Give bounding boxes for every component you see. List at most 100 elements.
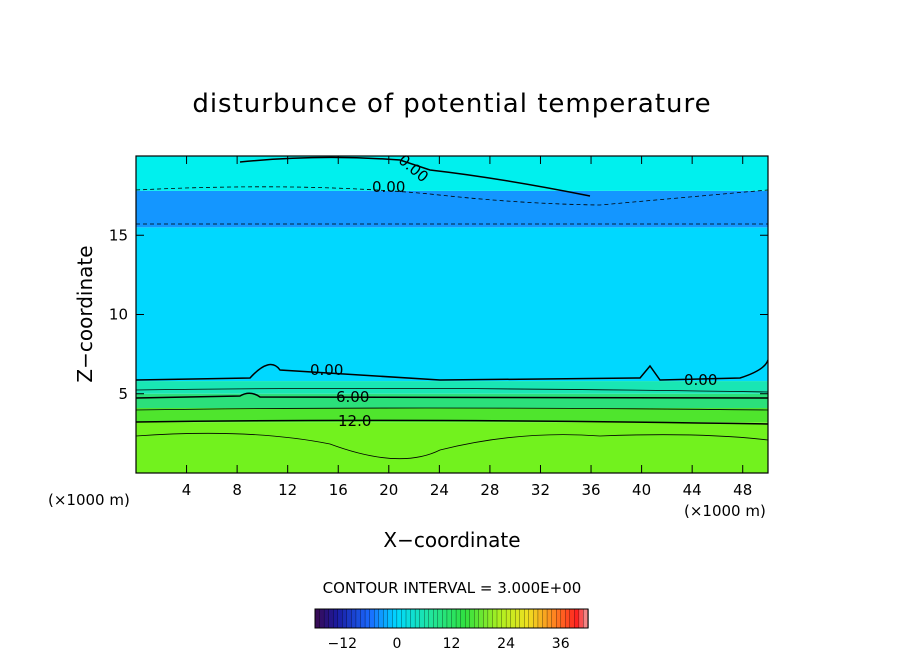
colorbar-cell — [337, 608, 343, 629]
contour-label: 6.00 — [336, 388, 369, 406]
colorbar-frame — [314, 608, 589, 629]
x-tick-label: 36 — [581, 481, 600, 499]
x-tick-label: 40 — [632, 481, 651, 499]
colorbar-tick-label: −12 — [328, 636, 358, 652]
contour-line-zero-lower — [136, 359, 768, 381]
colorbar-cell — [405, 608, 412, 629]
x-tick-label: 16 — [329, 481, 348, 499]
x-tick-label: 24 — [430, 481, 449, 499]
contour-lines — [136, 156, 768, 460]
colorbar-cell — [373, 608, 380, 629]
field-band — [136, 227, 768, 382]
colorbar-cell — [505, 608, 512, 629]
colorbar-cell — [383, 608, 389, 629]
contour-label: 0.00 — [310, 361, 343, 379]
colorbar-cell — [519, 608, 525, 629]
colorbar-cell — [342, 608, 348, 629]
contour-line-top — [239, 156, 591, 197]
colorbar-cell — [537, 608, 544, 629]
colorbar-cell — [496, 608, 503, 629]
colorbar-cell — [364, 608, 371, 629]
colorbar-cell — [360, 608, 366, 629]
contour-line-6 — [136, 392, 768, 399]
colorbar-cell — [410, 608, 416, 629]
contour-line-15 — [136, 432, 768, 460]
colorbar-cell — [487, 608, 494, 629]
colorbar-cell — [333, 608, 339, 629]
colorbar-cell — [392, 608, 398, 629]
colorbar-cell — [401, 608, 407, 629]
contour-line-top-dashed — [136, 186, 768, 206]
y-axis-label: Z−coordinate — [73, 245, 97, 382]
x-unit-right: (×1000 m) — [684, 502, 766, 520]
contour-label: 0.00 — [684, 371, 717, 389]
colorbar-cell — [314, 608, 321, 629]
colorbar-cell — [469, 608, 475, 629]
field-band — [136, 422, 768, 473]
colorbar-cell — [455, 608, 462, 629]
x-axis-label: X−coordinate — [383, 528, 520, 552]
colorbar-cell — [428, 608, 434, 629]
colorbar-cell — [474, 608, 480, 629]
colorbar-cell — [351, 608, 357, 629]
colorbar-cell — [510, 608, 516, 629]
colorbar-tick-label: 12 — [443, 636, 461, 652]
colorbar-cell — [501, 608, 507, 629]
colorbar-cell — [419, 608, 425, 629]
colorbar-cell — [546, 608, 553, 629]
field-band — [136, 381, 768, 394]
colorbar — [314, 608, 589, 629]
colorbar-cell — [451, 608, 457, 629]
colorbar-cell — [478, 608, 484, 629]
colorbar-cell — [533, 608, 539, 629]
colorbar-cell — [515, 608, 521, 629]
colorbar-cell — [433, 608, 439, 629]
x-tick-label: 12 — [278, 481, 297, 499]
colorbar-tick-label: 24 — [497, 636, 515, 652]
x-tick-label: 4 — [182, 481, 192, 499]
colorbar-cell — [378, 608, 384, 629]
colorbar-cell — [369, 608, 375, 629]
colorbar-cell — [492, 608, 498, 629]
colorbar-cell — [437, 608, 444, 629]
y-axis: 5 10 15 — [109, 226, 768, 403]
y-tick-label: 15 — [109, 226, 128, 244]
colorbar-cell — [424, 608, 430, 629]
colorbar-cell — [355, 608, 362, 629]
x-tick-label: 8 — [232, 481, 242, 499]
colorbar-cell — [460, 608, 466, 629]
colorbar-cell — [556, 608, 562, 629]
colorbar-cell — [319, 608, 325, 629]
colorbar-cell — [578, 608, 585, 629]
colorbar-cell — [464, 608, 471, 629]
x-tick-label: 32 — [531, 481, 550, 499]
colorbar-cell — [442, 608, 448, 629]
contour-line-12 — [136, 419, 768, 425]
contour-line-3 — [136, 388, 768, 393]
colorbar-cell — [542, 608, 548, 629]
temperature-field — [136, 156, 768, 473]
colorbar-cell — [574, 608, 580, 629]
y-tick-label: 10 — [109, 306, 128, 324]
contour-label: 0.00 — [372, 178, 405, 196]
field-band — [136, 408, 768, 423]
x-tick-label: 20 — [379, 481, 398, 499]
colorbar-cell — [569, 608, 575, 629]
x-unit-left: (×1000 m) — [48, 491, 130, 509]
field-band — [136, 190, 768, 228]
colorbar-cell — [560, 608, 566, 629]
colorbar-cell — [483, 608, 489, 629]
chart-title: disturbunce of potential temperature — [192, 89, 711, 119]
colorbar-cell — [565, 608, 571, 629]
colorbar-cell — [446, 608, 453, 629]
colorbar-cell — [414, 608, 421, 629]
colorbar-ticks: −12 0 12 24 36 — [328, 636, 570, 652]
colorbar-cell — [396, 608, 403, 629]
x-tick-label: 48 — [733, 481, 752, 499]
y-tick-label: 5 — [118, 385, 128, 403]
colorbar-cell — [346, 608, 353, 629]
colorbar-tick-label: 0 — [392, 636, 401, 652]
colorbar-cell — [528, 608, 535, 629]
x-tick-label: 44 — [683, 481, 702, 499]
